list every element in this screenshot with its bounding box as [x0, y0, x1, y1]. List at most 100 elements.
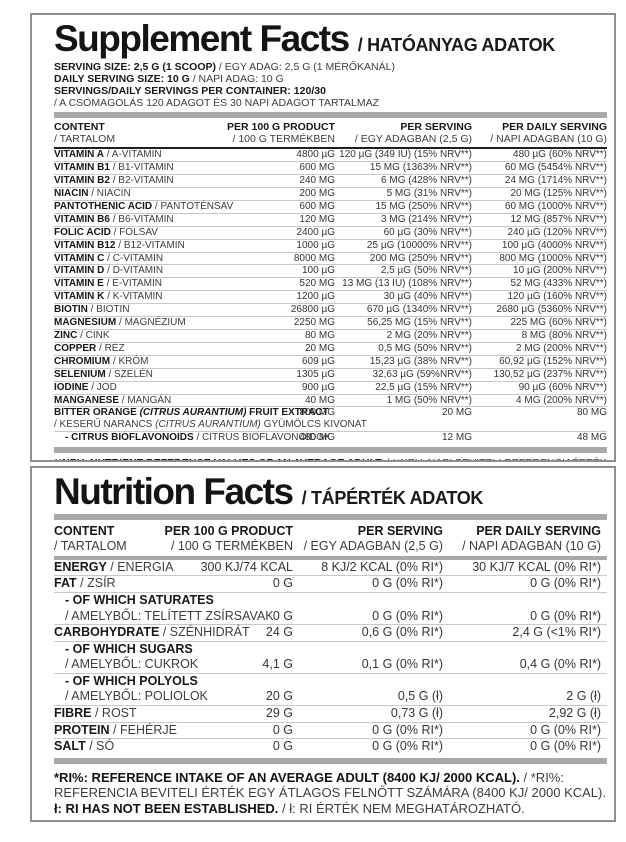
- per-serving-value: 2,5 µG (50% NRV**): [380, 265, 472, 277]
- header-serving-en: PER SERVING: [400, 120, 472, 133]
- per-daily-serving-value: 2 G (ł): [566, 689, 601, 704]
- per-serving-value: 6 MG (428% NRV**): [381, 175, 472, 187]
- header-daily-hu: / NAPI ADAGBAN (10 G): [462, 538, 601, 553]
- servings-per-container-line-hu: / A CSOMAGOLÁS 120 ADAGOT ÉS 30 NAPI ADA…: [54, 97, 607, 109]
- per-100g-value: 24 G: [265, 625, 293, 640]
- per-daily-serving-value: 12 MG (857% NRV**): [510, 213, 607, 225]
- nutrient-name: CHROMIUM / KRÓM: [54, 355, 149, 367]
- table-row: - OF WHICH SUGARS / AMELYBŐL: CUKROK 4,1 G…: [54, 642, 607, 674]
- table-row: CARBOHYDRATE / SZÉNHIDRÁT 24 G 0,6 G (0% R…: [54, 625, 607, 642]
- header-content-column: CONTENT / TARTALOM: [54, 120, 607, 146]
- per-daily-serving-value: 20 MG (125% NRV**): [510, 188, 607, 200]
- table-row: FAT / ZSÍR 0 G 0 G (0% RI*) 0 G (0% RI*): [54, 576, 607, 593]
- divider-bar: [54, 111, 607, 118]
- nutrient-name: - OF WHICH SATURATES / AMELYBŐL: TELÍTETT…: [65, 592, 274, 623]
- per-100g-value: 800 MG: [299, 407, 335, 419]
- per-serving-value: 22,5 µG (15% NRV**): [375, 381, 472, 393]
- per-daily-serving-value: 0 G (0% RI*): [530, 576, 601, 591]
- table-row: SALT / SÓ 0 G 0 G (0% RI*) 0 G (0% RI*): [54, 739, 607, 755]
- header-content-hu: / TARTALOM: [54, 132, 116, 145]
- per-daily-serving-value: 225 MG (60% NRV**): [510, 317, 607, 329]
- header-content-column: CONTENT / TARTALOM: [54, 524, 607, 554]
- nutrient-name: MAGNESIUM / MAGNÉZIUM: [54, 317, 186, 329]
- per-serving-value: 0 G (0% RI*): [372, 576, 443, 591]
- nutrient-name: ENERGY / ENERGIA: [54, 559, 174, 574]
- per-100g-value: 0 G: [272, 576, 293, 591]
- ri-not-established-hu: / ł: RI ÉRTÉK NEM MEGHATÁROZHATÓ.: [278, 800, 525, 816]
- per-100g-value: 480 MG: [299, 432, 335, 444]
- per-serving-value: 120 µG (349 IU) (15% NRV**): [339, 149, 472, 161]
- table-row: - OF WHICH SATURATES / AMELYBŐL: TELÍTETT…: [54, 592, 607, 626]
- nutrient-name: MANGANESE / MANGÁN: [54, 394, 172, 406]
- nutrient-name: BIOTIN / BIOTIN: [54, 304, 130, 316]
- table-row: VITAMIN K / K-VITAMIN 1200 µG 30 µG (40% N…: [54, 291, 607, 305]
- supplement-table-header: CONTENT / TARTALOM PER 100 G PRODUCT / 1…: [54, 121, 607, 150]
- per-daily-serving-value: 4 MG (200% NRV**): [516, 394, 607, 406]
- table-row: FOLIC ACID / FOLSAV 2400 µG 60 µG (30% NRV…: [54, 227, 607, 240]
- per-daily-serving-value: 800 MG (1000% NRV**): [499, 252, 607, 264]
- per-serving-value: 56,25 MG (15% NRV**): [367, 317, 472, 329]
- daily-serving-size-en: DAILY SERVING SIZE: 10 G: [54, 72, 190, 85]
- per-100g-value: 2250 MG: [293, 317, 335, 329]
- per-100g-value: 900 µG: [301, 381, 335, 393]
- per-daily-serving-value: 2,92 G (ł): [548, 706, 601, 721]
- per-100g-value: 200 MG: [299, 188, 335, 200]
- nutrient-name: COPPER / RÉZ: [54, 342, 125, 354]
- table-row: - OF WHICH POLYOLS / AMELYBŐL: POLIOLOK 20…: [54, 673, 607, 707]
- servings-per-container-line: SERVINGS/DAILY SERVINGS PER CONTAINER: 1…: [54, 85, 607, 97]
- divider-bar: [54, 447, 607, 454]
- table-row: ZINC / CINK 80 MG 2 MG (20% NRV**) 8 MG (80…: [54, 330, 607, 343]
- table-row: CHROMIUM / KRÓM 609 µG 15,23 µG (38% NRV**…: [54, 356, 607, 369]
- nutrition-facts-title-row: Nutrition Facts / TÁPÉRTÉK ADATOK: [54, 473, 607, 511]
- nutrient-name: - CITRUS BIOFLAVONOIDS / CITRUS BIOFLAVO…: [65, 432, 331, 444]
- header-per100-column: PER 100 G PRODUCT / 100 G TERMÉKBEN: [164, 524, 293, 554]
- nutrient-name: VITAMIN C / C-VITAMIN: [54, 252, 164, 264]
- header-serving-column: PER SERVING / EGY ADAGBAN (2,5 G): [355, 120, 472, 146]
- per-serving-value: 0 G (0% RI*): [372, 608, 443, 623]
- per-100g-value: 0 G: [272, 739, 293, 754]
- ri-reference-line: *RI%: REFERENCE INTAKE OF AN AVERAGE ADU…: [54, 770, 607, 801]
- per-serving-value: 25 µG (10000% NRV**): [366, 239, 472, 251]
- per-daily-serving-value: 120 µG (160% NRV**): [507, 291, 607, 303]
- per-100g-value: 40 MG: [304, 394, 335, 406]
- divider-bar: [54, 513, 607, 520]
- per-daily-serving-value: 60,92 µG (152% NRV**): [499, 355, 607, 367]
- nutrient-name: - OF WHICH POLYOLS / AMELYBŐL: POLIOLOK: [65, 673, 208, 704]
- table-row: PROTEIN / FEHÉRJE 0 G 0 G (0% RI*) 0 G (0% …: [54, 723, 607, 740]
- per-daily-serving-value: 2680 µG (5360% NRV**): [496, 304, 607, 316]
- per-serving-value: 0,5 MG (50% NRV**): [378, 342, 472, 354]
- table-row: VITAMIN D / D-VITAMIN 100 µG 2,5 µG (50% N…: [54, 265, 607, 279]
- table-row: VITAMIN E / E-VITAMIN 520 MG 13 MG (13 IU)…: [54, 278, 607, 292]
- per-serving-value: 12 MG: [441, 432, 472, 444]
- supplement-facts-subtitle-hu: / HATÓANYAG ADATOK: [357, 35, 556, 55]
- header-per100-en: PER 100 G PRODUCT: [164, 523, 293, 538]
- table-row: BITTER ORANGE (CITRUS AURANTIUM) FRUIT E…: [54, 407, 607, 433]
- table-row: FIBRE / ROST 29 G 0,73 G (ł) 2,92 G (ł): [54, 706, 607, 723]
- per-daily-serving-value: 2,4 G (<1% RI*): [512, 625, 601, 640]
- table-row: MAGNESIUM / MAGNÉZIUM 2250 MG 56,25 MG (15…: [54, 317, 607, 331]
- per-serving-value: 3 MG (214% NRV**): [381, 213, 472, 225]
- nutrient-name: FIBRE / ROST: [54, 706, 137, 721]
- nrv-footnote-en: **NRV: NUTRIENT REFERENCE VALUES OF AN A…: [54, 457, 383, 460]
- table-row: PANTOTHENIC ACID / PANTOTÉNSAV 600 MG 15 M…: [54, 201, 607, 214]
- header-serving-en: PER SERVING: [357, 523, 443, 538]
- per-serving-value: 13 MG (13 IU) (108% NRV**): [342, 278, 472, 290]
- header-daily-column: PER DAILY SERVING / NAPI ADAGBAN (10 G): [490, 121, 607, 146]
- table-row: VITAMIN C / C-VITAMIN 8000 MG 200 MG (250%…: [54, 253, 607, 266]
- per-serving-value: 30 µG (40% NRV**): [383, 291, 472, 303]
- nutrient-name: PROTEIN / FEHÉRJE: [54, 722, 177, 737]
- per-daily-serving-value: 80 MG: [576, 407, 607, 419]
- nutrition-facts-title: Nutrition Facts: [54, 471, 294, 512]
- header-per100-hu: / 100 G TERMÉKBEN: [170, 538, 293, 553]
- table-row: VITAMIN B1 / B1-VITAMIN 600 MG 15 MG (1363…: [54, 162, 607, 176]
- daily-serving-size-line: DAILY SERVING SIZE: 10 G / NAPI ADAG: 10…: [54, 73, 607, 85]
- per-100g-value: 0 G: [272, 608, 293, 623]
- ri-not-established-line: ł: RI HAS NOT BEEN ESTABLISHED. / ł: RI …: [54, 801, 607, 817]
- per-100g-value: 600 MG: [299, 162, 335, 174]
- header-content-en: CONTENT: [54, 120, 105, 133]
- per-daily-serving-value: 8 MG (80% NRV**): [521, 330, 607, 342]
- per-100g-value: 80 MG: [304, 330, 335, 342]
- per-100g-value: 100 µG: [301, 265, 335, 277]
- per-serving-value: 0,1 G (0% RI*): [361, 657, 443, 672]
- nutrient-name: VITAMIN B6 / B6-VITAMIN: [54, 213, 174, 225]
